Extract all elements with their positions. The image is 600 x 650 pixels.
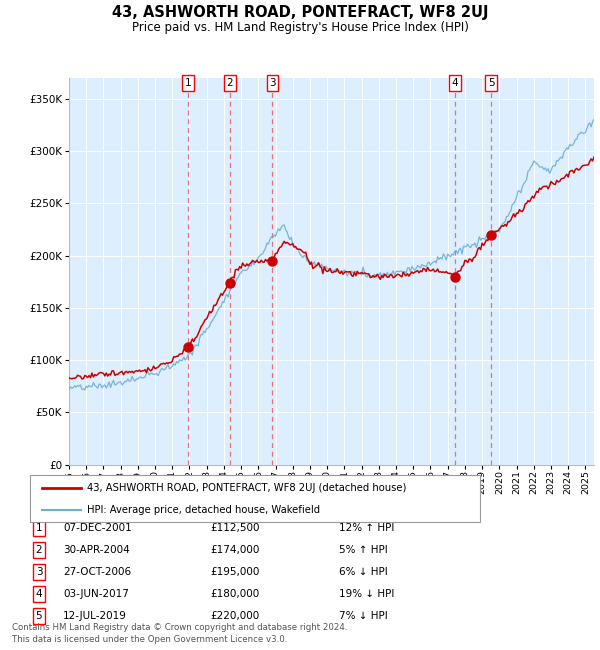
Text: £174,000: £174,000 xyxy=(210,545,259,555)
Text: Price paid vs. HM Land Registry's House Price Index (HPI): Price paid vs. HM Land Registry's House … xyxy=(131,21,469,34)
Text: £112,500: £112,500 xyxy=(210,523,260,533)
Text: 12-JUL-2019: 12-JUL-2019 xyxy=(63,611,127,621)
Text: 43, ASHWORTH ROAD, PONTEFRACT, WF8 2UJ (detached house): 43, ASHWORTH ROAD, PONTEFRACT, WF8 2UJ (… xyxy=(87,483,406,493)
Text: 2: 2 xyxy=(226,78,233,88)
Text: 03-JUN-2017: 03-JUN-2017 xyxy=(63,589,129,599)
Text: 1: 1 xyxy=(35,523,43,533)
Text: 4: 4 xyxy=(35,589,43,599)
Text: 27-OCT-2006: 27-OCT-2006 xyxy=(63,567,131,577)
Text: £195,000: £195,000 xyxy=(210,567,259,577)
Text: HPI: Average price, detached house, Wakefield: HPI: Average price, detached house, Wake… xyxy=(87,505,320,515)
Text: 5% ↑ HPI: 5% ↑ HPI xyxy=(339,545,388,555)
Text: 5: 5 xyxy=(488,78,494,88)
Text: £180,000: £180,000 xyxy=(210,589,259,599)
Text: 1: 1 xyxy=(185,78,191,88)
Text: 19% ↓ HPI: 19% ↓ HPI xyxy=(339,589,394,599)
Text: This data is licensed under the Open Government Licence v3.0.: This data is licensed under the Open Gov… xyxy=(12,634,287,644)
Text: 7% ↓ HPI: 7% ↓ HPI xyxy=(339,611,388,621)
Text: 2: 2 xyxy=(35,545,43,555)
Text: 12% ↑ HPI: 12% ↑ HPI xyxy=(339,523,394,533)
Text: 30-APR-2004: 30-APR-2004 xyxy=(63,545,130,555)
Text: 3: 3 xyxy=(35,567,43,577)
Text: 07-DEC-2001: 07-DEC-2001 xyxy=(63,523,132,533)
Text: 4: 4 xyxy=(452,78,458,88)
Text: 6% ↓ HPI: 6% ↓ HPI xyxy=(339,567,388,577)
Text: £220,000: £220,000 xyxy=(210,611,259,621)
Text: 3: 3 xyxy=(269,78,276,88)
Text: 5: 5 xyxy=(35,611,43,621)
Text: 43, ASHWORTH ROAD, PONTEFRACT, WF8 2UJ: 43, ASHWORTH ROAD, PONTEFRACT, WF8 2UJ xyxy=(112,5,488,20)
Text: Contains HM Land Registry data © Crown copyright and database right 2024.: Contains HM Land Registry data © Crown c… xyxy=(12,623,347,632)
